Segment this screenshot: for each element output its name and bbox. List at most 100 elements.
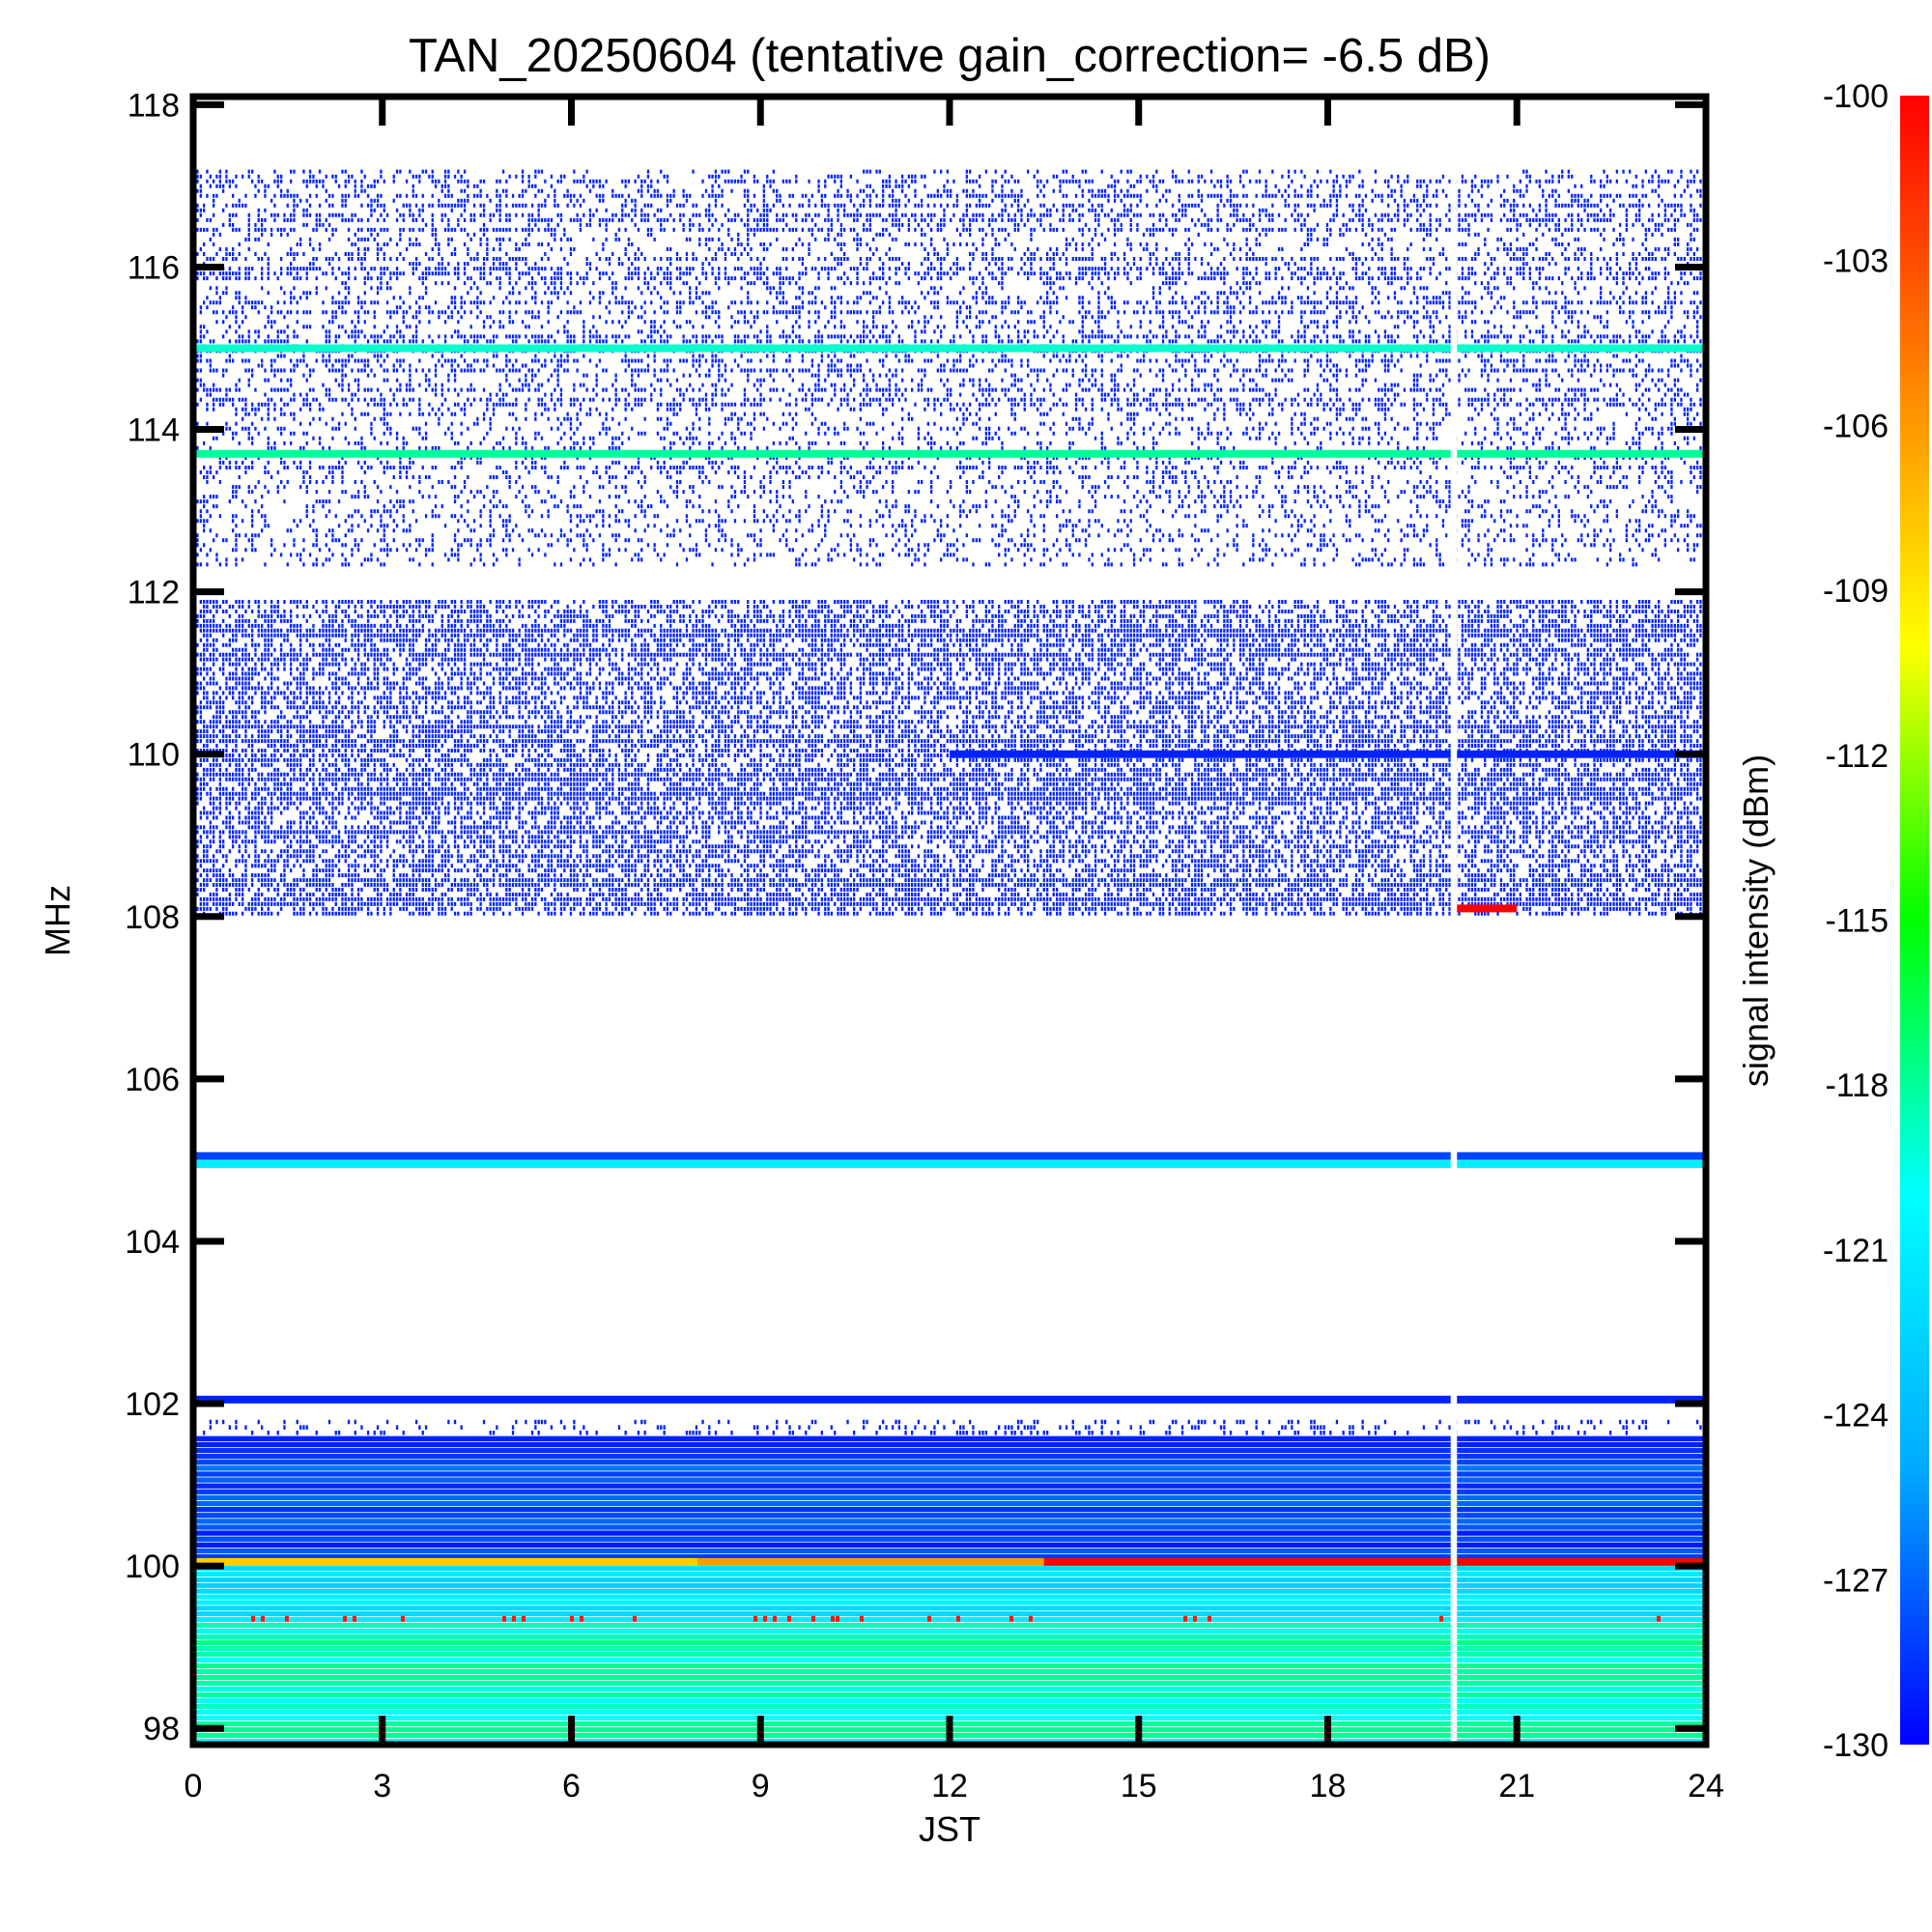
x-tick-label: 12 — [931, 1768, 968, 1804]
signal-dot — [1657, 1615, 1661, 1622]
signal-dot — [773, 1615, 777, 1622]
signal-dot — [956, 1615, 960, 1622]
colorbar-tick-label: -121 — [1823, 1233, 1889, 1269]
signal-dot — [522, 1615, 526, 1622]
signal-line — [193, 344, 1706, 353]
band-row — [193, 1645, 1706, 1652]
band-signal — [193, 600, 1705, 916]
y-tick-label: 98 — [143, 1711, 180, 1747]
signal-dot — [502, 1615, 506, 1622]
x-tick-label: 0 — [185, 1768, 203, 1804]
y-tick-label: 106 — [125, 1062, 180, 1098]
band-row — [193, 1494, 1706, 1501]
band-row — [193, 1674, 1706, 1681]
band-row — [193, 1500, 1706, 1507]
band-row — [193, 1571, 1706, 1577]
signal-dot — [787, 1615, 791, 1622]
band-row — [193, 1435, 1706, 1441]
band-row — [193, 1691, 1706, 1698]
signal-dot — [353, 1615, 356, 1622]
band-row — [193, 1530, 1706, 1536]
signal-dot — [512, 1615, 516, 1622]
signal-dot — [1439, 1615, 1443, 1622]
band-row — [193, 1600, 1706, 1605]
band-row — [193, 1447, 1706, 1454]
y-tick-label: 112 — [128, 575, 180, 611]
colorbar — [1900, 96, 1929, 1745]
band-row — [193, 1577, 1706, 1582]
band-row — [193, 1709, 1706, 1716]
signal-dot — [633, 1615, 637, 1622]
signal-line — [193, 1151, 1706, 1160]
signal-line — [193, 1557, 697, 1566]
y-tick-label: 118 — [128, 87, 180, 124]
signal-dot — [285, 1615, 289, 1622]
colorbar-tick-label: -118 — [1825, 1067, 1889, 1104]
band-row — [193, 1703, 1706, 1710]
y-tick-label: 110 — [128, 737, 180, 774]
band-row — [193, 1542, 1706, 1548]
signal-dot — [860, 1615, 864, 1622]
band-row — [193, 1634, 1706, 1640]
band-row — [193, 1548, 1706, 1554]
signal-dot — [836, 1615, 839, 1622]
signal-line — [697, 1557, 1044, 1566]
x-tick-label: 9 — [752, 1768, 770, 1804]
band-row — [193, 1465, 1706, 1471]
band-row — [193, 1519, 1706, 1524]
y-tick-label: 116 — [128, 249, 180, 286]
x-tick-label: 6 — [562, 1768, 581, 1804]
signal-dot — [1029, 1615, 1033, 1622]
y-tick-label: 114 — [128, 412, 180, 449]
spectrum-band — [193, 1419, 1702, 1435]
band-row — [193, 1513, 1706, 1519]
colorbar-tick-label: -124 — [1823, 1398, 1889, 1435]
x-axis-title: JST — [919, 1809, 980, 1849]
x-tick-label: 18 — [1310, 1768, 1347, 1804]
signal-dot — [1193, 1615, 1197, 1622]
data-gap — [1450, 97, 1458, 1745]
signal-dot — [811, 1615, 815, 1622]
band-row — [193, 1441, 1706, 1448]
colorbar-tick-label: -109 — [1823, 573, 1889, 610]
signal-dot — [343, 1615, 347, 1622]
colorbar-title: signal intensity (dBm) — [1736, 754, 1776, 1087]
colorbar-tick-label: -130 — [1823, 1727, 1889, 1764]
x-tick-label: 15 — [1121, 1768, 1157, 1804]
colorbar-tick-label: -103 — [1823, 243, 1889, 280]
band-row — [193, 1453, 1706, 1460]
spectrum-band — [193, 1566, 1706, 1623]
x-tick-label: 21 — [1498, 1768, 1535, 1804]
band-row — [193, 1588, 1706, 1594]
colorbar-tick-label: -106 — [1823, 408, 1889, 444]
band-row — [193, 1686, 1706, 1692]
band-row — [193, 1471, 1706, 1477]
signal-line — [193, 1395, 1706, 1404]
band-row — [193, 1594, 1706, 1600]
signal-line — [193, 449, 1706, 458]
signal-dot — [401, 1615, 405, 1622]
band-row — [193, 1605, 1706, 1611]
band-signal — [193, 1419, 1702, 1435]
band-row — [193, 1611, 1706, 1617]
colorbar-tick-label: -100 — [1823, 78, 1889, 115]
band-row — [193, 1489, 1706, 1494]
band-row — [193, 1553, 1706, 1560]
heatmap-area — [193, 97, 1706, 1745]
signal-dot — [580, 1615, 583, 1622]
band-row — [193, 1668, 1706, 1675]
band-row — [193, 1566, 1706, 1572]
band-row — [193, 1680, 1706, 1687]
spectrum-band — [193, 169, 1705, 567]
signal-line — [950, 750, 1706, 758]
y-tick-label: 108 — [125, 899, 180, 936]
spectrum-band — [193, 600, 1705, 916]
signal-dot — [763, 1615, 767, 1622]
signal-dot — [570, 1615, 574, 1622]
colorbar-tick-label: -112 — [1825, 738, 1889, 775]
signal-dot — [261, 1615, 265, 1622]
signal-dot — [1183, 1615, 1187, 1622]
signal-dot — [927, 1615, 931, 1622]
signal-dot — [1208, 1615, 1211, 1622]
